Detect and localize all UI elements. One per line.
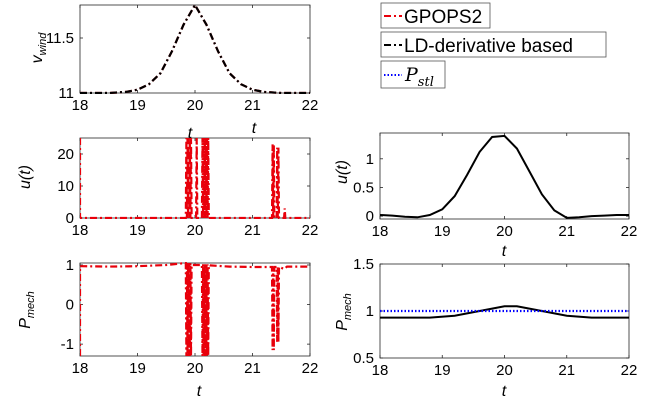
panel-vwind: vwind t 18 19 20 21 22 11 11.5 bbox=[29, 4, 319, 137]
plot-area-u_ld bbox=[379, 132, 630, 220]
xlabel-pmech-ld: t bbox=[502, 383, 507, 400]
ytick-label-pmech_gpops-1: 0 bbox=[66, 297, 74, 314]
series-line-vwind-1 bbox=[80, 4, 310, 94]
xtick-label-u_ld-3: 21 bbox=[558, 223, 575, 240]
xtick-label-pmech_gpops-1: 19 bbox=[129, 360, 146, 377]
plot-area-pmech_gpops bbox=[79, 262, 311, 357]
xtick-label-vwind-1: 19 bbox=[129, 97, 146, 114]
ylabel-u-ld: u(t) bbox=[334, 160, 351, 184]
ytick-label-u_ld-1: 0.5 bbox=[353, 179, 374, 196]
xtick-label-u_ld-2: 20 bbox=[496, 223, 513, 240]
plot-area-u_gpops bbox=[79, 137, 311, 219]
xlabel-u-ld: t bbox=[502, 243, 507, 260]
legend-label-ld: LD-derivative based bbox=[404, 36, 573, 57]
xlabel-vwind: t bbox=[252, 120, 257, 137]
xtick-label-u_gpops-4: 22 bbox=[302, 222, 319, 239]
legend-box-ld bbox=[380, 31, 607, 58]
xtick-label-pmech_ld-3: 21 bbox=[558, 362, 575, 379]
xtick-label-u_ld-1: 19 bbox=[434, 223, 451, 240]
panel-u-ld: u(t) t 18 19 20 21 22 0 0.5 1 bbox=[334, 132, 638, 260]
ytick-label-u_gpops-1: 10 bbox=[57, 178, 74, 195]
xtick-label-pmech_gpops-4: 22 bbox=[302, 360, 319, 377]
ytick-label-u_gpops-0: 0 bbox=[66, 210, 74, 227]
ytick-label-pmech_ld-0: 0.5 bbox=[353, 350, 374, 367]
xtick-label-vwind-4: 22 bbox=[302, 97, 319, 114]
ylabel-pmech-ld-main: P bbox=[334, 320, 351, 331]
xtick-label-pmech_gpops-2: 20 bbox=[187, 360, 204, 377]
xtick-label-vwind-3: 21 bbox=[244, 97, 261, 114]
xtick-label-vwind-2: 20 bbox=[187, 97, 204, 114]
xtick-label-vwind-0: 18 bbox=[72, 97, 89, 114]
ylabel-vwind: vwind bbox=[29, 32, 49, 64]
xtick-label-u_gpops-3: 21 bbox=[244, 222, 261, 239]
plot-area-vwind bbox=[79, 4, 311, 94]
ylabel-pmech-gpops: Pmech bbox=[17, 291, 37, 329]
ytick-label-vwind-1: 11.5 bbox=[46, 30, 74, 47]
xtick-label-pmech_ld-4: 22 bbox=[621, 362, 638, 379]
series-line-u_gpops-0 bbox=[80, 137, 310, 219]
xlabel-u-gpops: t bbox=[188, 125, 193, 142]
ylabel-pmech-ld: Pmech bbox=[334, 293, 354, 331]
panel-pmech-gpops: Pmech t 18 19 20 21 22 -1 0 1 bbox=[17, 257, 318, 400]
legend-label-gpops2: GPOPS2 bbox=[404, 7, 482, 28]
ylabel-pmech-gpops-main: P bbox=[17, 318, 34, 329]
xtick-label-pmech_gpops-0: 18 bbox=[72, 360, 89, 377]
ylabel-pmech-ld-sub: mech bbox=[342, 293, 354, 320]
ylabel-u-gpops: u(t) bbox=[17, 165, 34, 189]
xtick-label-u_gpops-1: 19 bbox=[129, 222, 146, 239]
panel-u-gpops: u(t) t 18 19 20 21 22 0 10 20 bbox=[17, 125, 318, 239]
xlabel-pmech-gpops: t bbox=[197, 383, 202, 400]
ytick-label-pmech_gpops-2: 1 bbox=[66, 257, 74, 274]
legend-label-pstl-main: P bbox=[404, 64, 419, 86]
ylabel-vwind-sub: wind bbox=[37, 32, 49, 56]
ytick-label-pmech_gpops-0: -1 bbox=[61, 336, 74, 353]
series-line-u_ld-0 bbox=[380, 134, 629, 219]
ylabel-pmech-gpops-sub: mech bbox=[25, 291, 37, 318]
xtick-label-u_gpops-2: 20 bbox=[187, 222, 204, 239]
legend: GPOPS2 LD-derivative based Pstl bbox=[380, 2, 607, 90]
panel-pmech-ld: Pmech t 18 19 20 21 22 0.5 1 1.5 bbox=[334, 256, 637, 400]
legend-label-pstl-sub: stl bbox=[418, 75, 434, 90]
ytick-label-pmech_ld-1: 1 bbox=[366, 303, 374, 320]
ytick-label-pmech_ld-2: 1.5 bbox=[353, 256, 374, 273]
xtick-label-pmech_ld-1: 19 bbox=[434, 362, 451, 379]
ytick-label-u_gpops-2: 20 bbox=[57, 146, 74, 163]
legend-box-pstl bbox=[380, 60, 446, 89]
ytick-label-u_ld-0: 0 bbox=[366, 208, 374, 225]
ylabel-vwind-main: v bbox=[29, 54, 46, 63]
plot-area-pmech_ld bbox=[379, 263, 630, 359]
xtick-label-u_ld-4: 22 bbox=[621, 223, 638, 240]
xtick-label-u_gpops-0: 18 bbox=[72, 222, 89, 239]
ytick-label-vwind-0: 11 bbox=[58, 85, 74, 102]
series-line-pmech_gpops-0 bbox=[80, 262, 310, 357]
legend-label-pstl: Pstl bbox=[404, 64, 434, 90]
xtick-label-pmech_ld-2: 20 bbox=[496, 362, 513, 379]
ytick-label-u_ld-2: 1 bbox=[366, 151, 374, 168]
xtick-label-pmech_gpops-3: 21 bbox=[244, 360, 261, 377]
xtick-label-u_ld-0: 18 bbox=[372, 223, 389, 240]
series-line-pmech_ld-0 bbox=[380, 305, 629, 319]
xtick-label-pmech_ld-0: 18 bbox=[372, 362, 389, 379]
